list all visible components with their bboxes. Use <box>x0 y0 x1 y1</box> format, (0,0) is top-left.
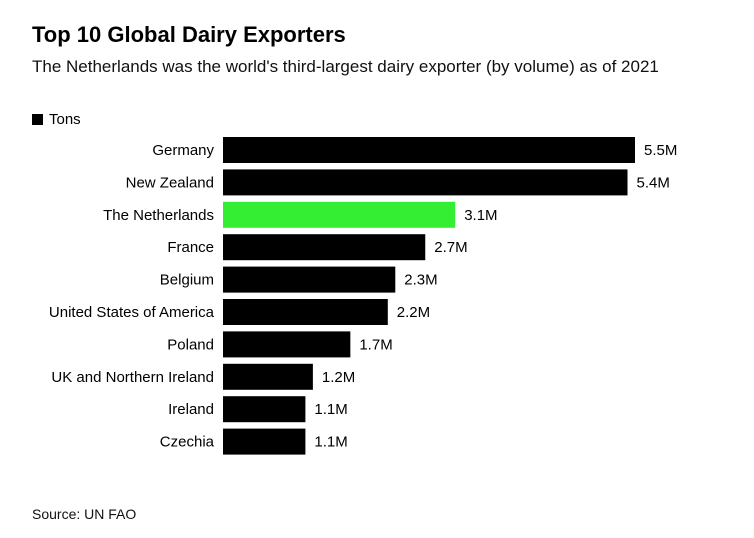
bar-chart: Germany 5.5M New Zealand 5.4M The Netherland… <box>49 137 677 455</box>
legend-swatch <box>32 113 43 125</box>
bar <box>223 428 306 455</box>
source-note: Source: UN FAO <box>32 506 137 522</box>
value-label: 1.1M <box>314 434 347 451</box>
value-label: 1.7M <box>359 336 392 353</box>
bar <box>223 331 351 358</box>
value-label: 1.1M <box>314 401 347 418</box>
value-label: 5.5M <box>644 142 677 159</box>
category-label: Germany <box>152 142 214 159</box>
category-label: Poland <box>167 336 214 353</box>
value-label: 1.2M <box>322 369 355 386</box>
category-label: The Netherlands <box>103 207 214 224</box>
value-label: 2.3M <box>404 272 437 289</box>
value-label: 5.4M <box>637 174 670 191</box>
bar <box>223 234 426 261</box>
category-label: United States of America <box>49 304 215 321</box>
bar <box>223 201 456 228</box>
category-label: UK and Northern Ireland <box>51 369 214 386</box>
legend-label: Tons <box>49 110 81 128</box>
bar <box>223 363 313 390</box>
category-label: Czechia <box>160 434 215 451</box>
value-label: 2.7M <box>434 239 467 256</box>
category-label: New Zealand <box>126 174 214 191</box>
legend: Tons <box>32 110 81 128</box>
category-label: France <box>167 239 214 256</box>
chart-subtitle: The Netherlands was the world's third-la… <box>32 57 659 76</box>
value-label: 3.1M <box>464 207 497 224</box>
category-label: Belgium <box>160 272 214 289</box>
value-label: 2.2M <box>397 304 430 321</box>
bar <box>223 299 388 325</box>
category-label: Ireland <box>168 401 214 418</box>
bar <box>223 137 635 163</box>
bar <box>223 396 306 423</box>
chart-title: Top 10 Global Dairy Exporters <box>32 22 346 47</box>
bar <box>223 266 396 293</box>
bar <box>223 169 628 196</box>
